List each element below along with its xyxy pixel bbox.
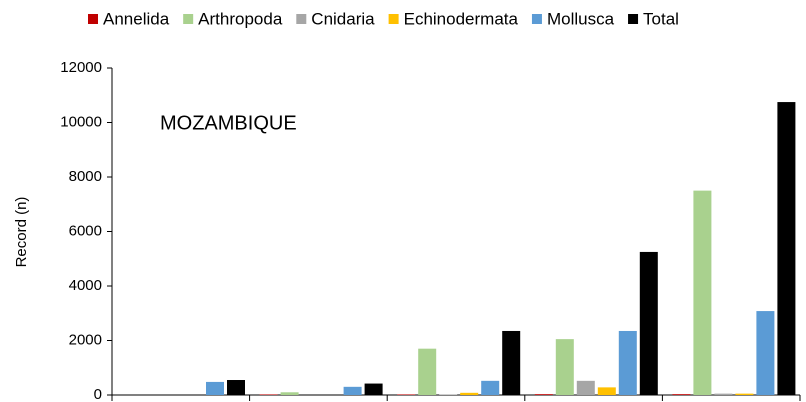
y-tick-label: 2000 xyxy=(69,331,102,348)
bar xyxy=(343,386,362,395)
bar xyxy=(439,394,458,395)
y-tick-label: 4000 xyxy=(69,277,102,294)
annotation: MOZAMBIQUE xyxy=(160,112,297,134)
bar xyxy=(777,102,796,395)
legend-swatch xyxy=(531,14,542,24)
bar xyxy=(756,311,775,395)
bar xyxy=(639,251,658,395)
y-tick-label: 12000 xyxy=(60,59,102,76)
legend-label: Mollusca xyxy=(547,9,615,28)
y-tick-label: 8000 xyxy=(69,168,102,185)
legend-label: Cnidaria xyxy=(311,9,375,28)
bar xyxy=(618,330,637,395)
bar xyxy=(576,380,595,395)
y-axis-label: Record (n) xyxy=(13,197,30,268)
legend-swatch xyxy=(183,14,194,24)
bar xyxy=(534,394,553,395)
legend-label: Total xyxy=(643,9,679,28)
bar xyxy=(714,393,733,395)
bar xyxy=(259,394,278,395)
y-tick-label: 0 xyxy=(94,386,102,402)
bar xyxy=(735,393,754,395)
legend-label: Arthropoda xyxy=(198,9,283,28)
legend-swatch xyxy=(628,14,639,24)
bar xyxy=(206,381,224,395)
y-tick-label: 10000 xyxy=(60,113,102,130)
bar xyxy=(397,394,416,395)
legend-label: Echinodermata xyxy=(404,9,519,28)
bar xyxy=(502,330,521,395)
legend-swatch xyxy=(88,14,98,24)
bar xyxy=(418,348,437,395)
bar xyxy=(364,383,383,395)
bar xyxy=(693,190,712,395)
legend-swatch xyxy=(296,14,307,24)
y-tick-label: 6000 xyxy=(69,222,102,239)
bar xyxy=(672,394,691,395)
legend-label: Annelida xyxy=(103,9,170,28)
bar xyxy=(597,387,616,395)
bar xyxy=(280,392,299,395)
bar xyxy=(555,339,574,395)
bar xyxy=(460,392,479,395)
bar xyxy=(481,380,500,395)
bar xyxy=(227,380,245,395)
legend-swatch xyxy=(388,14,399,24)
